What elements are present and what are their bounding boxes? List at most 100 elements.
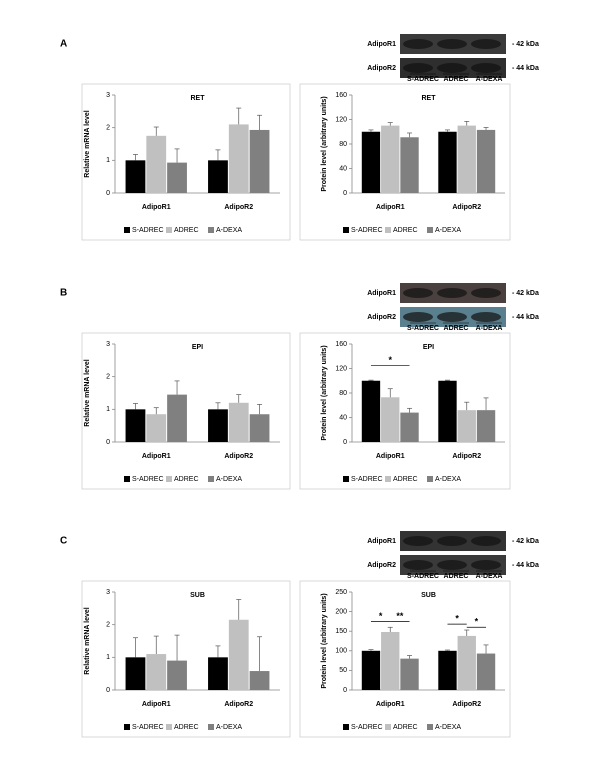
y-tick-label: 200 — [335, 608, 347, 615]
legend-swatch — [166, 724, 172, 730]
band-label: AdipoR2 — [367, 562, 396, 569]
bar — [167, 660, 187, 690]
y-axis-label: Protein level (arbitrary units) — [321, 593, 328, 688]
y-tick-label: 2 — [106, 125, 110, 132]
blot-signal — [437, 39, 467, 49]
legend-label: S-ADREC — [132, 476, 164, 483]
legend-label: S-ADREC — [132, 227, 164, 234]
panel-letter: A — [60, 39, 67, 50]
y-axis-label: Relative mRNA level — [84, 359, 91, 426]
x-tick-label: AdipoR1 — [376, 701, 405, 708]
y-tick-label: 3 — [106, 589, 110, 596]
y-axis-label: Relative mRNA level — [84, 110, 91, 177]
error-bar — [387, 122, 393, 126]
lane-label: S-ADREC — [407, 325, 439, 332]
bar — [381, 125, 400, 193]
lane-label: A-DEXA — [476, 573, 503, 580]
bar — [228, 619, 249, 690]
lane-label: S-ADREC — [407, 573, 439, 580]
legend-swatch — [124, 476, 130, 482]
y-tick-label: 2 — [106, 622, 110, 629]
band-label: AdipoR2 — [367, 65, 396, 72]
bar — [361, 650, 381, 690]
bar — [167, 162, 187, 193]
blot-signal — [403, 560, 433, 570]
blot-signal — [437, 63, 467, 73]
blot-signal — [437, 288, 467, 298]
legend-label: ADREC — [174, 227, 199, 234]
bar — [438, 650, 457, 690]
y-tick-label: 0 — [343, 687, 347, 694]
y-tick-label: 0 — [343, 439, 347, 446]
band-size: - 44 kDa — [512, 314, 539, 321]
error-bar — [215, 645, 221, 658]
bar — [146, 654, 167, 690]
significance-mark: * — [455, 614, 459, 624]
bar — [146, 135, 167, 193]
y-axis-label: Relative mRNA level — [84, 607, 91, 674]
y-tick-label: 1 — [106, 157, 110, 164]
error-bar — [444, 129, 450, 132]
legend-label: ADREC — [393, 476, 418, 483]
error-bar — [132, 403, 138, 410]
panel-letter: B — [60, 288, 67, 299]
error-bar — [215, 149, 221, 161]
blot-signal — [471, 288, 501, 298]
error-bar — [153, 407, 159, 415]
error-bar — [368, 649, 374, 651]
y-tick-label: 1 — [106, 406, 110, 413]
bar — [249, 414, 270, 442]
bar — [249, 129, 270, 193]
significance-mark: * — [379, 611, 383, 621]
x-tick-label: AdipoR2 — [224, 701, 253, 708]
chart-title: RET — [191, 95, 206, 102]
error-bar — [483, 397, 489, 411]
lane-label: ADREC — [444, 76, 469, 83]
y-tick-label: 3 — [106, 92, 110, 99]
legend-label: ADREC — [174, 724, 199, 731]
error-bar — [483, 644, 489, 654]
error-bar — [407, 407, 413, 413]
bar — [208, 160, 228, 193]
x-tick-label: AdipoR1 — [142, 204, 171, 211]
bar — [167, 394, 187, 442]
blot-signal — [471, 39, 501, 49]
y-tick-label: 1 — [106, 654, 110, 661]
chart-frame — [299, 580, 511, 738]
y-tick-label: 160 — [335, 341, 347, 348]
chart-title: SUB — [421, 592, 436, 599]
error-bar — [444, 379, 450, 381]
blot-signal — [403, 288, 433, 298]
legend-label: S-ADREC — [351, 476, 383, 483]
blot-signal — [471, 312, 501, 322]
legend-label: ADREC — [393, 724, 418, 731]
x-tick-label: AdipoR2 — [452, 453, 481, 460]
y-tick-label: 0 — [106, 439, 110, 446]
legend-swatch — [208, 476, 214, 482]
legend-swatch — [166, 476, 172, 482]
bar — [249, 671, 270, 690]
blot-signal — [403, 63, 433, 73]
y-tick-label: 150 — [335, 628, 347, 635]
legend-swatch — [208, 227, 214, 233]
y-tick-label: 100 — [335, 648, 347, 655]
error-bar — [132, 637, 138, 658]
bar — [208, 409, 228, 442]
bar — [228, 124, 249, 193]
legend-label: A-DEXA — [435, 476, 461, 483]
bar — [208, 657, 228, 690]
band-label: AdipoR1 — [367, 538, 396, 545]
chart-frame — [81, 332, 291, 490]
legend-swatch — [385, 476, 391, 482]
error-bar — [257, 114, 263, 130]
chart-title: EPI — [423, 344, 434, 351]
y-tick-label: 160 — [335, 92, 347, 99]
legend-swatch — [124, 724, 130, 730]
y-tick-label: 80 — [339, 141, 347, 148]
error-bar — [153, 635, 159, 655]
legend-label: A-DEXA — [216, 476, 242, 483]
bar — [228, 402, 249, 442]
blot-signal — [437, 312, 467, 322]
bar — [476, 653, 496, 690]
error-bar — [464, 629, 470, 636]
